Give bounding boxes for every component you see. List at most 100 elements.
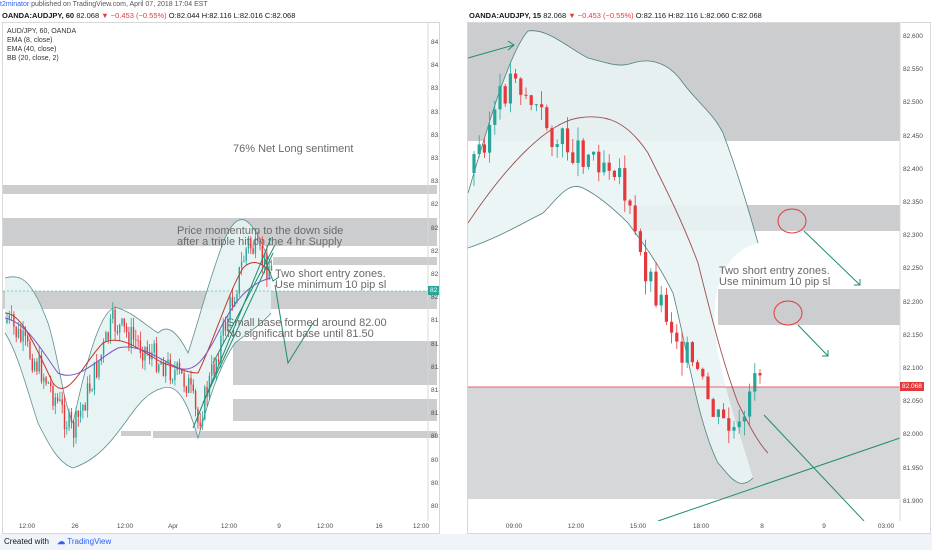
candle-body	[15, 326, 17, 338]
candle-body	[711, 399, 715, 417]
candle-body	[477, 144, 481, 155]
candle-body	[758, 373, 762, 376]
base-zone	[233, 341, 437, 385]
candle-body	[238, 267, 240, 294]
candle-body	[121, 318, 123, 325]
candle-body	[628, 200, 632, 206]
candle-body	[644, 252, 648, 282]
candle-body	[54, 397, 56, 406]
right-time-axis[interactable]: 09:00 12:00 15:00 18:00 8 9 03:00	[468, 521, 900, 533]
time-tick-label: 12:00	[220, 523, 238, 530]
candle-body	[503, 86, 507, 104]
ema-40-line	[4, 277, 272, 376]
base-note-line-1: Small base formed around 82.00	[227, 317, 387, 329]
left-last-price: 82.068	[76, 11, 100, 20]
footer-brand[interactable]: TradingView	[67, 537, 112, 546]
right-symbol: OANDA:AUDJPY, 15	[469, 11, 542, 20]
candle-body	[701, 368, 705, 377]
arrow-down-2	[274, 284, 314, 365]
legend-bollinger: BB (20, close, 2)	[7, 55, 59, 62]
candle-body	[722, 409, 726, 419]
candle-body	[229, 297, 231, 319]
candle-body	[534, 104, 538, 106]
right-chart-canvas[interactable]	[468, 23, 930, 521]
candle-body	[560, 128, 564, 145]
candle-body	[204, 386, 206, 420]
footer-bar: Created with ☁ TradingView	[0, 534, 932, 550]
candle-body	[493, 109, 497, 125]
price-tick-label: 81.900	[903, 497, 923, 505]
candle-body	[208, 375, 211, 397]
right-last-price: 82.068	[543, 11, 567, 20]
left-time-axis[interactable]: 12:00 26 12:00 Apr 12:00 9 12:00 16 12:00	[3, 521, 429, 533]
time-tick-label: 15:00	[629, 523, 647, 530]
time-tick-label: 12:00	[116, 523, 134, 530]
candle-body	[66, 427, 68, 430]
price-tick-label: 82.400	[903, 165, 923, 173]
candle-body	[659, 294, 663, 306]
price-tick-label: 81.200	[431, 387, 440, 394]
candle-body	[169, 359, 171, 381]
candle-body	[498, 86, 502, 110]
price-tick-label: 80.600	[431, 456, 440, 464]
candle-body	[77, 410, 79, 417]
candle-body	[234, 301, 236, 307]
left-price-axis[interactable]: 84.200 84.000 83.800 83.600 83.400 83.200 83.0…	[428, 23, 440, 521]
low-zone-1	[233, 399, 437, 421]
candle-body	[190, 378, 192, 385]
time-tick-label: 26	[71, 523, 79, 530]
author-link[interactable]: t2minator	[0, 1, 30, 8]
candle-body	[649, 271, 653, 282]
candle-body	[748, 391, 752, 417]
entry-zones-note: Two short entry zones. Use minimum 10 pi…	[719, 266, 830, 288]
candle-body	[240, 261, 243, 268]
candle-body	[8, 315, 10, 319]
candle-body	[623, 168, 627, 201]
price-tick-label: 80.200	[431, 503, 440, 510]
left-chart-panel[interactable]: AUD/JPY, 60, OANDA EMA (8, close) EMA (4…	[2, 22, 440, 534]
candle-body	[96, 362, 98, 378]
price-tick-label: 80.400	[431, 479, 440, 487]
candle-body	[524, 94, 528, 96]
price-tick-label: 82.200	[903, 298, 923, 306]
bollinger-lower	[4, 312, 272, 469]
price-tick-label: 82.400	[431, 247, 440, 255]
candle-body	[33, 361, 36, 371]
candle-body	[217, 359, 220, 362]
candle-body	[13, 314, 15, 327]
candle-body	[137, 340, 139, 342]
candle-body	[6, 318, 8, 323]
candle-body	[31, 358, 33, 371]
candle-body	[618, 168, 622, 178]
legend-ema-8: EMA (8, close)	[7, 37, 53, 44]
price-tick-label: 82.150	[903, 331, 923, 339]
candle-body	[20, 328, 22, 342]
momentum-note-line-1: Price momentum to the down side	[177, 225, 344, 237]
time-tick-label: 9	[822, 523, 826, 530]
entry-zones-note-line-2: Use minimum 10 pip sl	[275, 279, 387, 291]
candle-body	[98, 361, 100, 378]
arrow-down-2	[797, 324, 829, 357]
candle-body	[737, 421, 741, 428]
candle-body	[112, 309, 114, 319]
candle-body	[514, 73, 518, 79]
price-tick-label: 81.600	[431, 340, 440, 348]
right-price-axis[interactable]: 82.600 82.550 82.500 82.450 82.400 82.350 82.3…	[900, 23, 930, 521]
time-tick-label: 18:00	[692, 523, 710, 530]
candle-body	[142, 352, 144, 361]
candle-body	[174, 370, 176, 380]
candle-body	[181, 369, 183, 374]
candle-body	[270, 265, 273, 271]
candle-body	[155, 343, 158, 372]
price-tick-label: 84.200	[431, 39, 440, 46]
candle-body	[742, 416, 746, 422]
time-tick-label: 03:00	[877, 523, 895, 530]
entry-zones-note: Two short entry zones. Use minimum 10 pi…	[275, 269, 386, 291]
right-chart-panel[interactable]: Two short entry zones. Use minimum 10 pi…	[467, 22, 931, 534]
left-chart-canvas[interactable]	[3, 23, 439, 521]
momentum-note: Price momentum to the down side after a …	[177, 226, 343, 248]
price-tick-label: 83.200	[431, 155, 440, 162]
candle-body	[215, 359, 217, 374]
candle-body	[105, 332, 107, 342]
candle-body	[84, 404, 86, 411]
